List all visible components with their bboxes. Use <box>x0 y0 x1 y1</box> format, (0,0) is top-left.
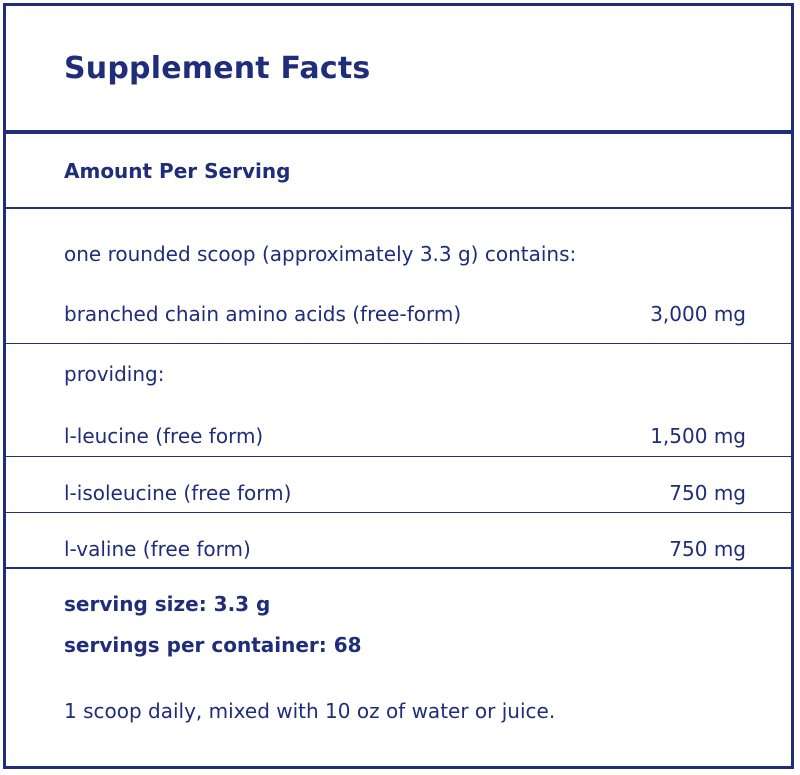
serving-description: one rounded scoop (approximately 3.3 g) … <box>64 242 577 266</box>
providing-label: providing: <box>64 362 165 386</box>
ingredient-name: l-isoleucine (free form) <box>64 481 292 505</box>
ingredient-amount: 750 mg <box>669 537 746 561</box>
panel-title: Supplement Facts <box>64 51 371 86</box>
row-divider <box>6 343 791 344</box>
directions: 1 scoop daily, mixed with 10 oz of water… <box>64 699 556 723</box>
serving-size: serving size: 3.3 g <box>64 592 271 616</box>
supplement-facts-panel: Supplement Facts Amount Per Serving one … <box>3 3 794 769</box>
title-divider <box>6 130 791 134</box>
ingredient-amount: 3,000 mg <box>650 302 746 326</box>
ingredient-name: l-leucine (free form) <box>64 424 264 448</box>
amount-per-serving-heading: Amount Per Serving <box>64 159 291 183</box>
row-divider <box>6 456 791 457</box>
ingredient-amount: 750 mg <box>669 481 746 505</box>
ingredient-name: branched chain amino acids (free-form) <box>64 302 462 326</box>
header-divider <box>6 207 791 209</box>
footer-divider <box>6 567 791 569</box>
ingredient-name: l-valine (free form) <box>64 537 251 561</box>
row-divider <box>6 512 791 513</box>
servings-per-container: servings per container: 68 <box>64 633 362 657</box>
ingredient-amount: 1,500 mg <box>650 424 746 448</box>
